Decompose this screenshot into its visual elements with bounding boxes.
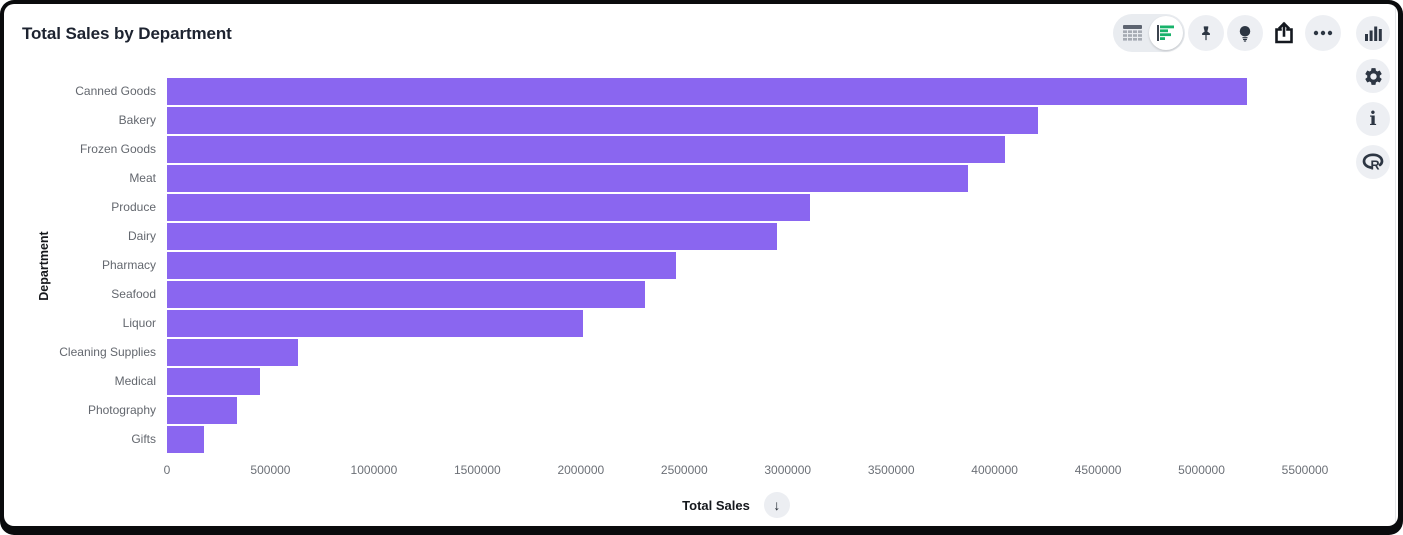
bar-row: Pharmacy xyxy=(4,251,1305,280)
bar[interactable] xyxy=(167,426,205,453)
bar-row: Canned Goods xyxy=(4,77,1305,106)
chart-view-toggle[interactable] xyxy=(1149,16,1183,50)
share-button[interactable] xyxy=(1266,15,1302,51)
bar-area xyxy=(167,164,1305,193)
settings-button[interactable] xyxy=(1356,59,1390,93)
ellipsis-icon xyxy=(1313,30,1333,36)
bar-area xyxy=(167,193,1305,222)
bar[interactable] xyxy=(167,78,1248,105)
bar-area xyxy=(167,106,1305,135)
x-tick-label: 1000000 xyxy=(350,463,398,477)
category-label: Seafood xyxy=(111,287,156,301)
category-label: Liquor xyxy=(122,316,156,330)
category-label: Cleaning Supplies xyxy=(59,345,156,359)
x-tick-label: 2000000 xyxy=(557,463,605,477)
x-axis-ticks: 0 500000 1000000 1500000 2000000 2500000 30000… xyxy=(163,463,1329,479)
bar-row: Gifts xyxy=(4,425,1305,454)
bar-row: Bakery xyxy=(4,106,1305,135)
category-label: Canned Goods xyxy=(75,84,156,98)
category-label: Frozen Goods xyxy=(79,142,156,156)
category-label: Dairy xyxy=(127,229,156,243)
x-tick-label: 3500000 xyxy=(867,463,915,477)
bar[interactable] xyxy=(167,165,968,192)
bar[interactable] xyxy=(167,310,583,337)
x-tick-label: 4500000 xyxy=(1074,463,1122,477)
bar[interactable] xyxy=(167,136,1005,163)
x-tick-label: 5000000 xyxy=(1178,463,1225,477)
view-toggle xyxy=(1113,14,1185,52)
info-icon: i xyxy=(1369,107,1377,130)
bar-area xyxy=(167,425,1305,454)
bar-area xyxy=(167,338,1305,367)
insights-bulb-button[interactable] xyxy=(1227,15,1263,51)
bar[interactable] xyxy=(167,252,676,279)
bar-area xyxy=(167,309,1305,338)
bar[interactable] xyxy=(167,107,1039,134)
bar-chart-horizontal-icon xyxy=(1157,25,1175,41)
x-tick-label: 0 xyxy=(163,463,171,477)
x-tick-label: 3000000 xyxy=(764,463,812,477)
category-label: Pharmacy xyxy=(101,258,156,272)
bar-chart-icon xyxy=(1364,26,1382,41)
category-label: Medical xyxy=(114,374,156,388)
bar-row: Dairy xyxy=(4,222,1305,251)
bar-row: Liquor xyxy=(4,309,1305,338)
table-icon xyxy=(1122,25,1142,41)
x-axis-title: Total Sales xyxy=(682,497,750,513)
chart-card: Total Sales by Department xyxy=(4,4,1398,526)
bar-row: Photography xyxy=(4,396,1305,425)
bar-row: Meat xyxy=(4,164,1305,193)
bar-row: Seafood xyxy=(4,280,1305,309)
bar[interactable] xyxy=(167,368,261,395)
bar-area xyxy=(167,251,1305,280)
side-rail: i R xyxy=(1356,16,1390,179)
x-tick-label: 5500000 xyxy=(1281,463,1329,477)
pin-button[interactable] xyxy=(1188,15,1224,51)
page-title: Total Sales by Department xyxy=(22,24,232,43)
bar-area xyxy=(167,222,1305,251)
bar-area xyxy=(167,367,1305,396)
more-options-button[interactable] xyxy=(1305,15,1341,51)
bar[interactable] xyxy=(167,194,811,221)
category-label: Photography xyxy=(87,403,156,417)
svg-text:R: R xyxy=(1370,159,1379,171)
bar[interactable] xyxy=(167,223,778,250)
r-visualization-button[interactable]: R xyxy=(1356,145,1390,179)
bar-row: Medical xyxy=(4,367,1305,396)
bar-row: Frozen Goods xyxy=(4,135,1305,164)
bar-row: Cleaning Supplies xyxy=(4,338,1305,367)
category-label: Bakery xyxy=(118,113,156,127)
bar[interactable] xyxy=(167,397,238,424)
chart-panel-button[interactable] xyxy=(1356,16,1390,50)
bar-area xyxy=(167,135,1305,164)
pin-icon xyxy=(1197,24,1215,43)
bar[interactable] xyxy=(167,339,299,366)
arrow-down-icon: ↓ xyxy=(773,497,781,513)
category-label: Meat xyxy=(129,171,156,185)
bar[interactable] xyxy=(167,281,645,308)
x-tick-label: 4000000 xyxy=(971,463,1018,477)
info-button[interactable]: i xyxy=(1356,102,1390,136)
lightbulb-icon xyxy=(1236,24,1254,43)
share-export-icon xyxy=(1272,21,1296,45)
x-tick-label: 1500000 xyxy=(454,463,501,477)
x-tick-label: 2500000 xyxy=(660,463,708,477)
x-tick-label: 500000 xyxy=(250,463,291,477)
bar-area xyxy=(167,77,1305,106)
right-divider xyxy=(1395,4,1396,526)
bar-rows: Canned Goods Bakery Frozen Goods Meat Produc… xyxy=(4,77,1305,454)
gear-icon xyxy=(1363,66,1384,87)
category-label: Gifts xyxy=(131,432,156,446)
r-logo-icon: R xyxy=(1362,153,1384,171)
category-label: Produce xyxy=(111,200,156,214)
bar-area xyxy=(167,280,1305,309)
bar-row: Produce xyxy=(4,193,1305,222)
toolbar xyxy=(1113,14,1341,52)
sort-direction-button[interactable]: ↓ xyxy=(763,492,790,518)
bar-area xyxy=(167,396,1305,425)
table-view-toggle[interactable] xyxy=(1115,16,1149,50)
x-axis-title-row: Total Sales ↓ xyxy=(167,492,1305,518)
